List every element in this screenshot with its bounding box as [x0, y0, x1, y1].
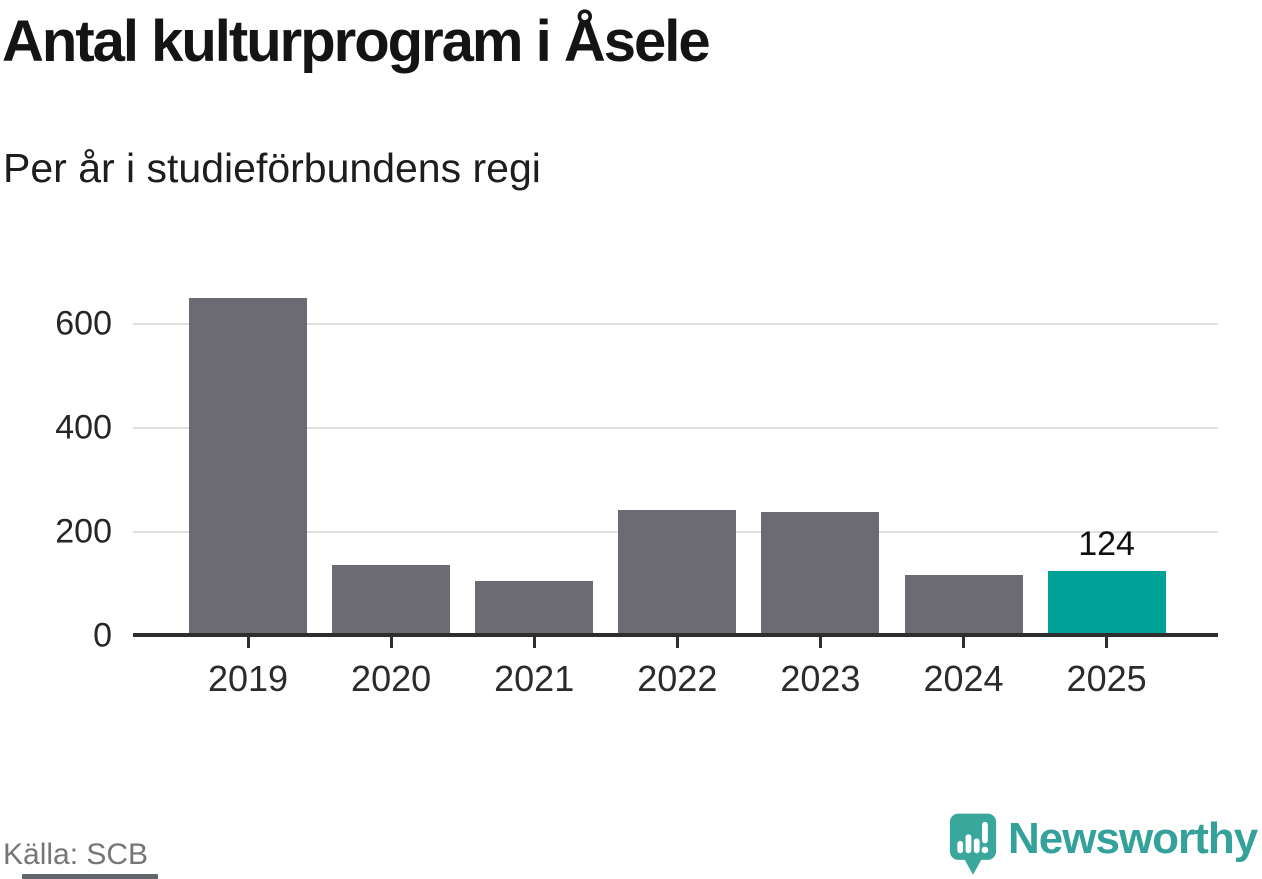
bar-2022	[618, 509, 737, 636]
bar-2024	[904, 574, 1023, 636]
x-axis-tick	[675, 637, 679, 648]
y-axis-tick-label: 0	[93, 616, 112, 655]
y-axis-tick-label: 200	[55, 512, 112, 551]
bar-2019	[189, 297, 307, 636]
newsworthy-icon	[949, 813, 997, 875]
x-axis-line	[133, 633, 1218, 637]
gridline	[133, 322, 1218, 325]
y-axis-tick-label: 600	[55, 304, 112, 343]
x-axis-tick	[818, 637, 822, 648]
x-axis-tick	[389, 637, 393, 648]
source-credit: Källa: SCB	[3, 838, 149, 871]
x-axis-tick	[532, 637, 536, 648]
bar-2025	[1047, 571, 1166, 636]
chart-title: Antal kulturprogram i Åsele	[2, 9, 711, 74]
x-axis-tick-label: 2019	[207, 658, 289, 699]
x-axis-tick	[246, 637, 250, 648]
x-axis-tick-label: 2025	[1066, 658, 1147, 699]
x-axis-tick-label: 2020	[351, 658, 432, 699]
x-axis-tick-label: 2022	[637, 658, 718, 699]
x-axis-tick	[1105, 637, 1109, 648]
x-axis-tick-label: 2023	[780, 658, 861, 699]
x-axis-tick	[962, 637, 965, 648]
bar-2020	[332, 564, 451, 636]
gridline	[133, 426, 1218, 429]
bar-2021	[475, 581, 594, 636]
cropped-text-remnant	[22, 874, 158, 879]
x-axis-tick-label: 2024	[923, 658, 1004, 699]
brand-name: Newsworthy	[1008, 814, 1258, 863]
x-axis-tick-label: 2021	[494, 658, 575, 699]
y-axis-tick-label: 400	[55, 408, 112, 447]
highlight-value-label: 124	[1078, 525, 1135, 564]
brand-logo: Newsworthy	[948, 812, 1258, 878]
chart-subtitle: Per år i studieförbundens regi	[3, 145, 541, 191]
bar-2023	[761, 511, 880, 636]
